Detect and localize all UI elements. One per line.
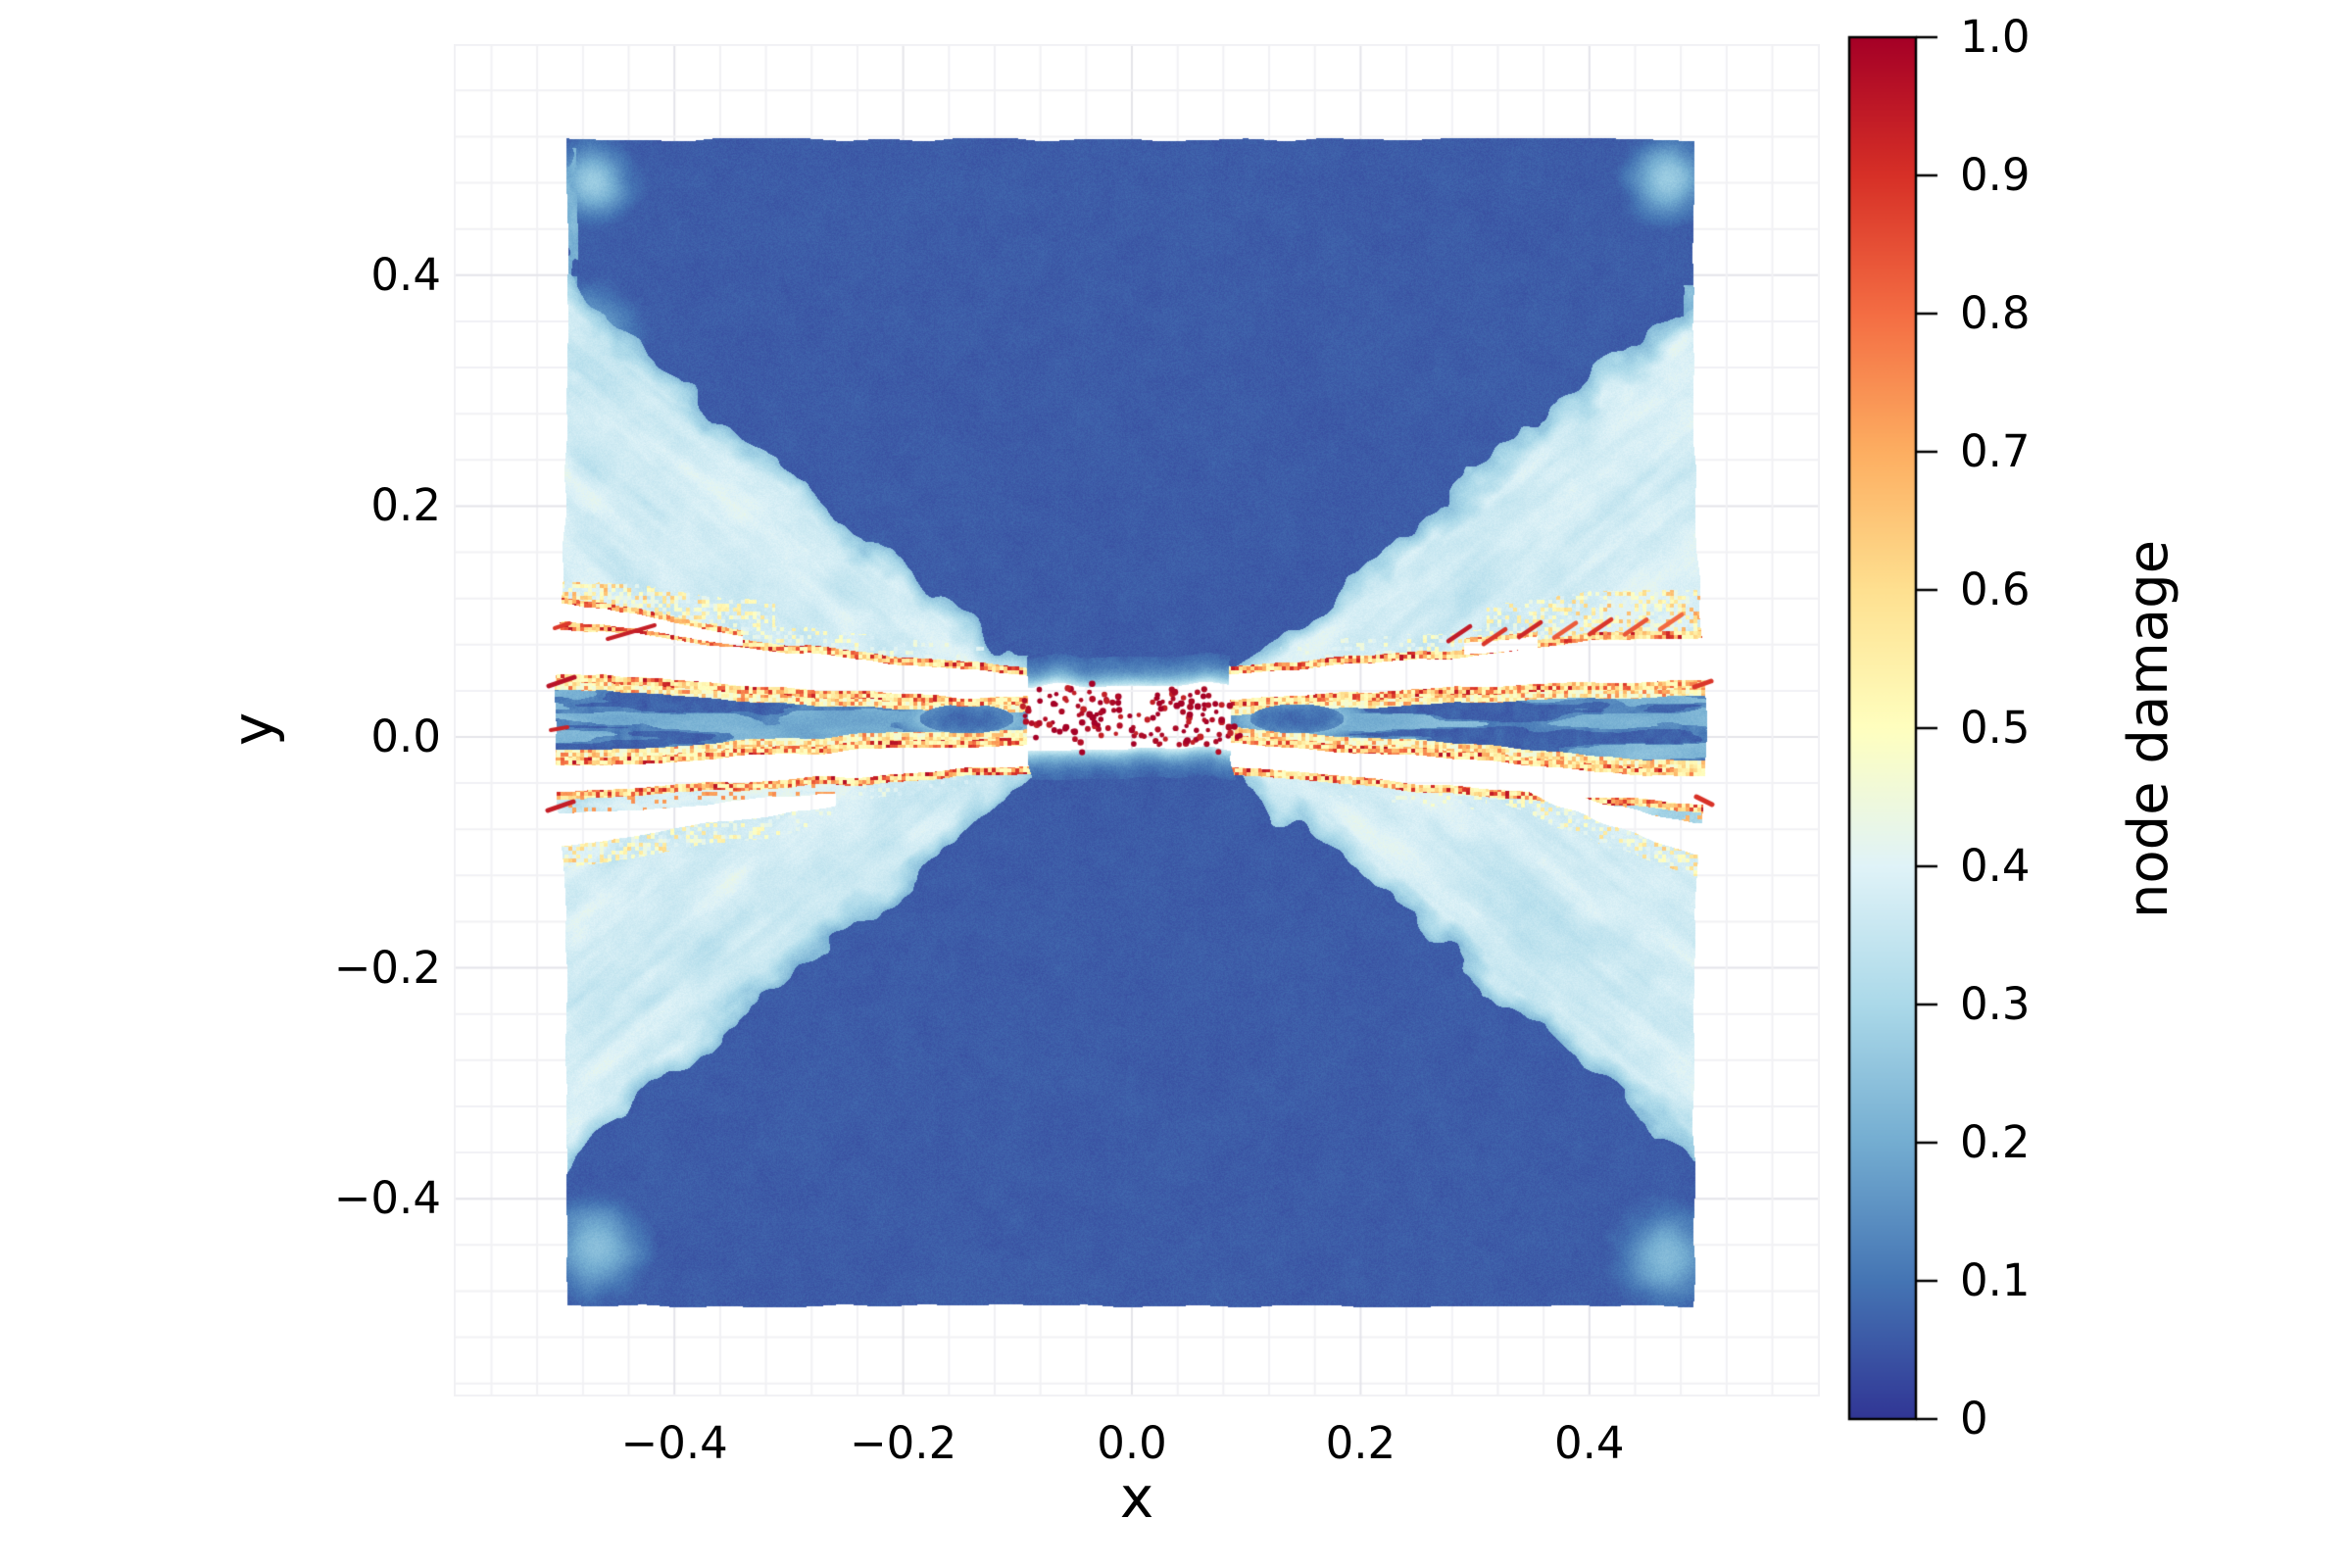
colorbar-tick-label: 0.3 xyxy=(1960,978,2031,1030)
colorbar-tick-label: 0.2 xyxy=(1960,1116,2031,1168)
colorbar-tick-label: 1.0 xyxy=(1960,11,2031,63)
damage-heatmap-canvas xyxy=(454,44,1820,1396)
colorbar-tick-label: 0.5 xyxy=(1960,702,2031,754)
colorbar-label: node damage xyxy=(2117,539,2180,919)
colorbar-gradient xyxy=(1846,29,1964,1437)
colorbar-tick-label: 0.1 xyxy=(1960,1254,2031,1306)
y-tick-label: 0.2 xyxy=(370,479,441,532)
x-tick-label: −0.2 xyxy=(849,1417,957,1469)
y-tick-label: 0.0 xyxy=(370,710,441,762)
colorbar-tick-label: 0.6 xyxy=(1960,564,2031,615)
y-tick-label: −0.4 xyxy=(333,1172,441,1225)
x-tick-label: 0.4 xyxy=(1554,1417,1625,1469)
colorbar-tick-label: 0.9 xyxy=(1960,149,2031,201)
colorbar-tick-label: 0.7 xyxy=(1960,425,2031,477)
y-tick-label: −0.2 xyxy=(333,941,441,994)
x-tick-label: 0.0 xyxy=(1097,1417,1167,1469)
x-tick-label: −0.4 xyxy=(620,1417,728,1469)
colorbar-tick-label: 0.8 xyxy=(1960,287,2031,339)
y-axis-label: y xyxy=(220,711,286,747)
y-tick-label: 0.4 xyxy=(370,248,441,301)
colorbar-tick-label: 0.4 xyxy=(1960,840,2031,892)
colorbar-tick-label: 0 xyxy=(1960,1393,1988,1445)
x-axis-label: x xyxy=(1119,1464,1154,1531)
x-tick-label: 0.2 xyxy=(1325,1417,1396,1469)
